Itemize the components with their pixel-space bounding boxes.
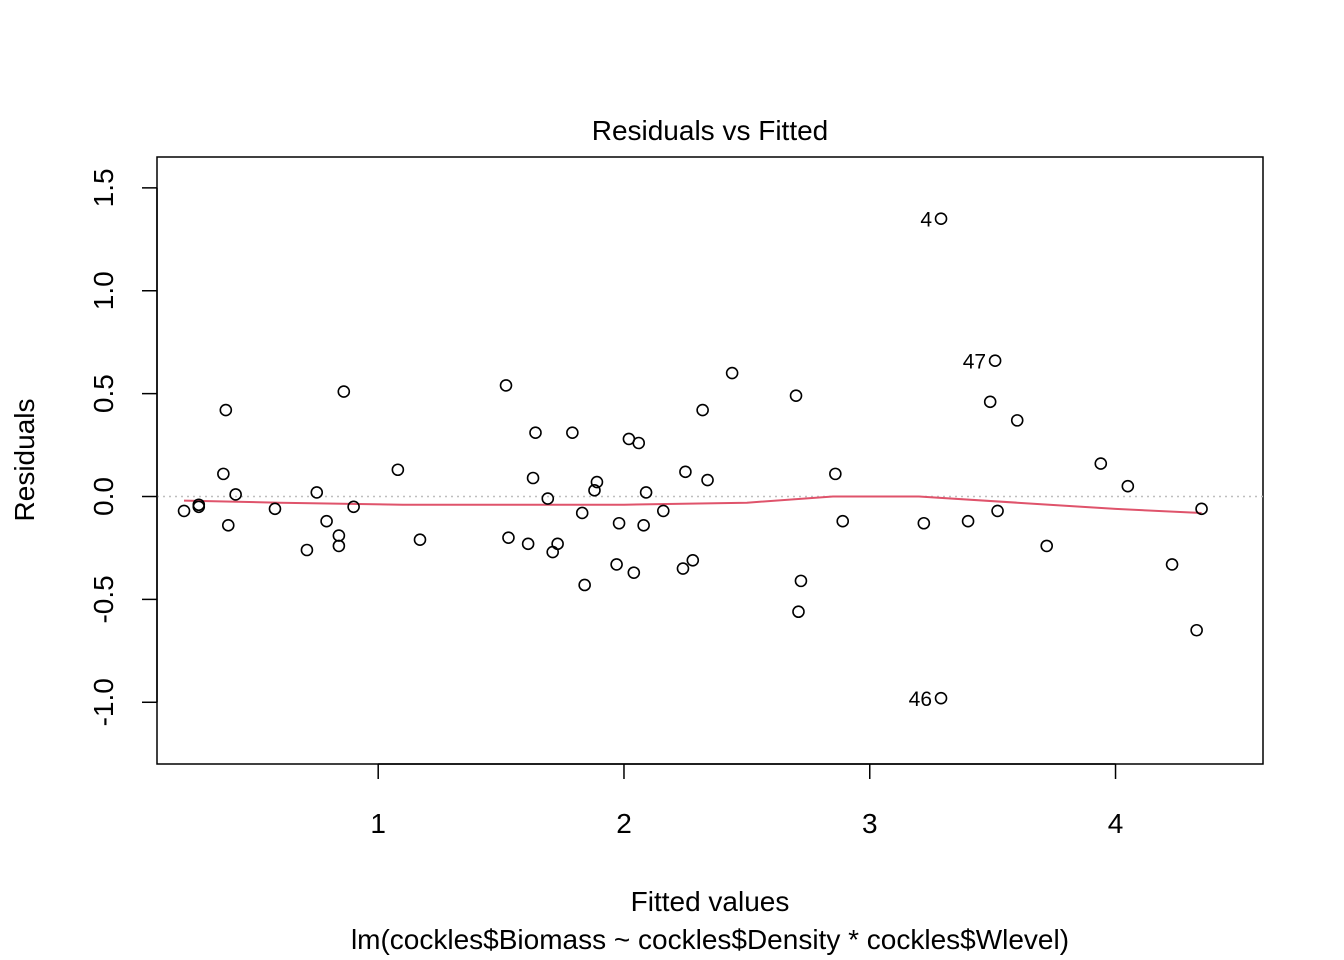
- x-axis-label: Fitted values: [631, 886, 790, 917]
- data-point: [657, 504, 670, 518]
- data-point: [320, 514, 333, 528]
- data-point: [590, 475, 604, 489]
- data-point: [177, 504, 191, 518]
- data-point: [676, 562, 690, 575]
- data-point: [934, 212, 948, 226]
- data-point: [961, 514, 975, 528]
- data-point: [991, 504, 1004, 518]
- data-point: [268, 502, 282, 516]
- data-point: [829, 467, 842, 481]
- data-point: [219, 403, 233, 417]
- y-axis-label: Residuals: [9, 399, 40, 522]
- data-point: [701, 473, 714, 487]
- data-points: 4 46 47: [177, 209, 1208, 711]
- data-point: [551, 537, 564, 551]
- data-point: [637, 519, 650, 532]
- data-point: [725, 366, 739, 380]
- chart-title: Residuals vs Fitted: [592, 115, 829, 146]
- y-tick-label: -1.0: [88, 678, 119, 726]
- data-point: [413, 533, 427, 547]
- data-point: [612, 516, 626, 530]
- data-point: [310, 486, 324, 499]
- data-point: [1121, 479, 1135, 493]
- data-point: [917, 516, 931, 530]
- y-tick-label: 1.0: [88, 271, 119, 310]
- data-point: [546, 545, 560, 559]
- data-point: [794, 574, 808, 588]
- data-point: [1094, 457, 1108, 470]
- x-axis: 1 2 3 4: [370, 763, 1124, 839]
- y-tick-label: 0.0: [88, 477, 119, 516]
- data-point: [229, 488, 242, 501]
- data-point: [627, 566, 641, 579]
- data-point: [566, 426, 579, 440]
- data-point: [499, 379, 513, 392]
- data-point: [578, 578, 591, 592]
- data-point: [332, 529, 346, 542]
- data-point: [792, 605, 805, 619]
- data-point: [639, 486, 653, 499]
- x-tick-label: 1: [370, 808, 386, 839]
- data-point: [632, 436, 646, 450]
- point-label: 47: [963, 351, 986, 374]
- data-point: [521, 537, 535, 551]
- data-point: [988, 354, 1002, 368]
- data-point: [1010, 414, 1024, 427]
- data-point: [1195, 502, 1208, 516]
- data-point: [1040, 539, 1054, 553]
- y-tick-label: -0.5: [88, 575, 119, 623]
- data-point: [337, 385, 351, 398]
- data-point: [502, 531, 515, 544]
- data-point: [588, 484, 601, 497]
- data-point: [610, 558, 623, 571]
- point-label: 4: [920, 209, 932, 232]
- data-point: [696, 403, 709, 417]
- data-point: [526, 471, 540, 485]
- data-point: [391, 463, 405, 477]
- data-point: [221, 519, 235, 532]
- data-point: [300, 543, 314, 557]
- data-point: [983, 395, 997, 409]
- x-tick-label: 2: [616, 808, 632, 839]
- data-point: [529, 426, 542, 440]
- x-tick-label: 4: [1108, 808, 1124, 839]
- data-point: [836, 514, 850, 528]
- data-point: [541, 492, 555, 505]
- data-point: [217, 467, 230, 481]
- data-point: [686, 553, 700, 567]
- data-point: [1165, 558, 1179, 571]
- data-point: [934, 691, 948, 705]
- data-point: [347, 500, 360, 514]
- data-point: [1190, 623, 1203, 637]
- data-point: [575, 506, 589, 520]
- data-point: [332, 539, 346, 553]
- chart-subtitle: lm(cockles$Biomass ~ cockles$Density * c…: [351, 924, 1069, 955]
- y-tick-label: 1.5: [88, 168, 119, 207]
- data-point: [679, 465, 692, 479]
- smooth-line: [183, 495, 1202, 514]
- data-point: [789, 389, 803, 402]
- point-label: 46: [909, 688, 932, 711]
- x-tick-label: 3: [862, 808, 878, 839]
- data-point: [192, 498, 206, 512]
- y-axis: -1.0 -0.5 0.0 0.5 1.0 1.5: [88, 168, 158, 726]
- y-tick-label: 0.5: [88, 374, 119, 413]
